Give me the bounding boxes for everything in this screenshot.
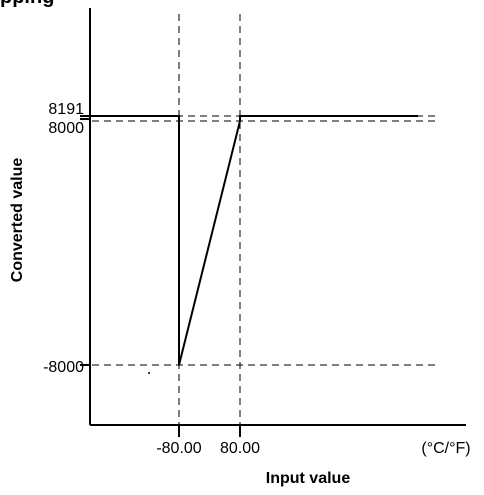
stray-dot	[148, 372, 150, 374]
series-group	[90, 115, 418, 366]
y-axis-label: Converted value	[9, 158, 26, 283]
x-axis-label: Input value	[266, 470, 351, 487]
y-tick-label: 8191	[48, 101, 84, 118]
x-tick-label: -80.00	[156, 440, 201, 457]
tick-marks	[80, 115, 241, 437]
y-tick-label: -8000	[43, 359, 84, 376]
tick-labels: -80.00 80.00 8191 8000 -8000	[43, 101, 260, 457]
reference-lines	[92, 14, 440, 425]
y-tick-label: 8000	[48, 120, 84, 137]
conversion-series-line	[90, 115, 418, 366]
page-heading: pping	[0, 0, 54, 9]
x-tick-label: 80.00	[220, 440, 260, 457]
axes	[89, 8, 466, 426]
x-axis-unit-label: (°C/°F)	[421, 440, 470, 457]
